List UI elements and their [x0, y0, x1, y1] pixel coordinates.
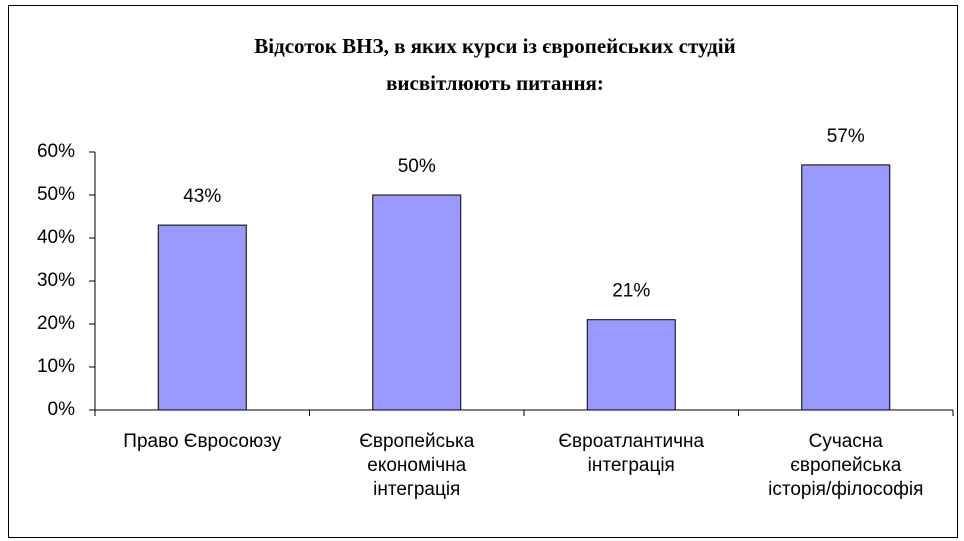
bar — [586, 319, 676, 411]
chart-title: Відсоток ВНЗ, в яких курси із європейськ… — [254, 34, 735, 58]
value-label: 50% — [398, 156, 436, 177]
x-tick-label: Право Євросоюзу — [123, 431, 281, 452]
x-tick-label: Сучасна — [809, 431, 884, 452]
y-tick-label: 0% — [48, 399, 76, 420]
y-tick-label: 10% — [37, 356, 75, 377]
x-tick-label: економічна — [367, 455, 466, 476]
y-tick-label: 30% — [37, 270, 75, 291]
y-tick-label: 20% — [37, 313, 75, 334]
bar — [372, 194, 462, 411]
bar — [801, 164, 891, 411]
y-tick-label: 40% — [37, 227, 75, 248]
bar — [157, 224, 247, 411]
x-tick-label: інтеграція — [373, 479, 460, 500]
x-tick-label: європейська — [790, 455, 902, 476]
y-tick-label: 60% — [37, 141, 75, 162]
x-tick-label: Європейська — [359, 431, 474, 452]
x-tick-label: Євроатлантична — [558, 431, 704, 452]
value-label: 21% — [612, 281, 650, 302]
x-tick-label: інтеграція — [588, 455, 675, 476]
value-label: 43% — [183, 186, 221, 207]
value-label: 57% — [827, 126, 865, 147]
chart-title: висвітлюють питання: — [386, 71, 604, 95]
x-tick-label: історія/філософія — [768, 479, 923, 500]
y-tick-label: 50% — [37, 184, 75, 205]
